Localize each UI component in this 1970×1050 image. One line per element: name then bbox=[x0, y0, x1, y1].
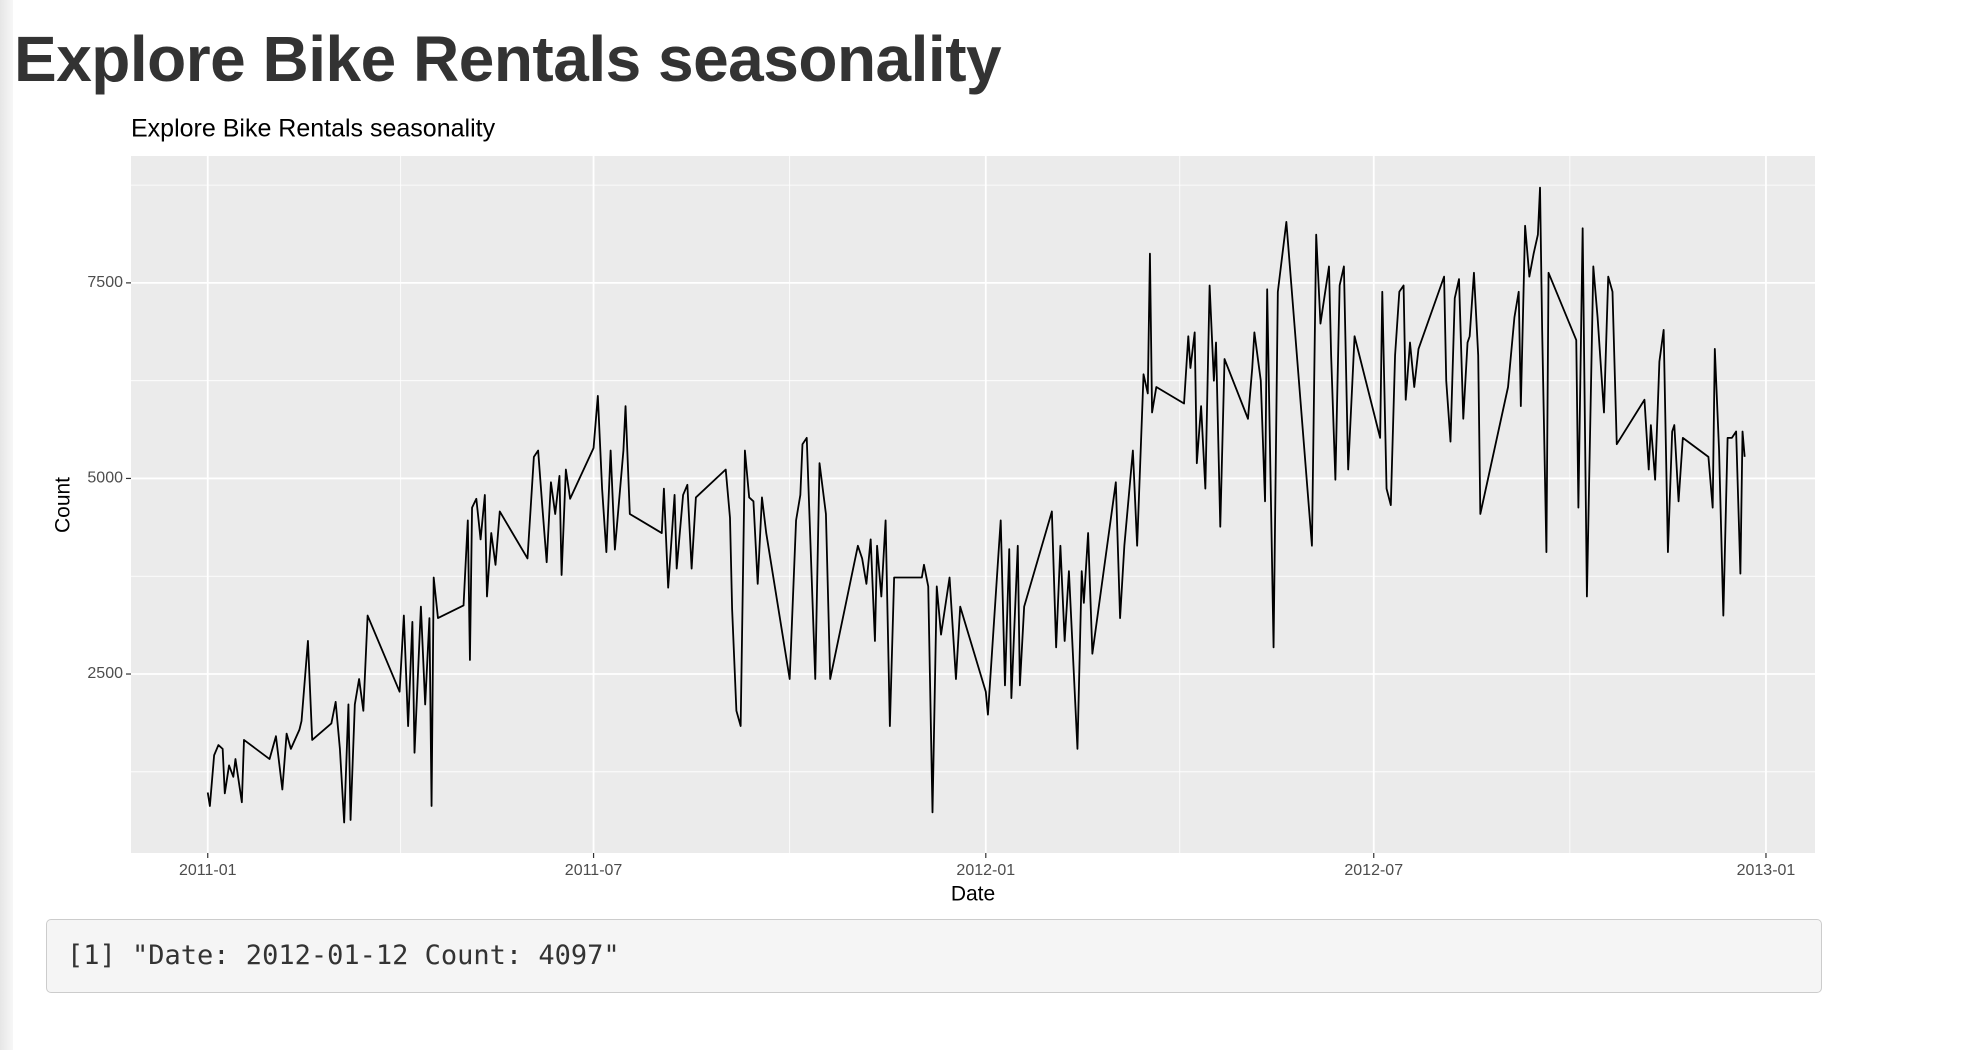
x-tick-label: 2012-07 bbox=[1344, 862, 1403, 879]
data-line bbox=[206, 186, 1746, 824]
x-tick-label: 2011-07 bbox=[565, 862, 623, 879]
chart-title: Explore Bike Rentals seasonality bbox=[131, 115, 496, 143]
y-tick-label: 2500 bbox=[87, 665, 123, 682]
x-tick-label: 2013-01 bbox=[1737, 862, 1796, 879]
chart: Explore Bike Rentals seasonality Date Co… bbox=[52, 115, 1815, 905]
y-tick-label: 7500 bbox=[87, 274, 123, 291]
page-title: Explore Bike Rentals seasonality bbox=[14, 23, 1002, 95]
y-axis-label: Count bbox=[52, 477, 75, 533]
y-tick-label: 5000 bbox=[87, 470, 123, 487]
console-output: [1] "Date: 2012-01-12 Count: 4097" bbox=[46, 919, 1822, 993]
side-strip bbox=[0, 0, 13, 1050]
x-tick-label: 2011-01 bbox=[179, 862, 237, 879]
x-tick-label: 2012-01 bbox=[956, 862, 1015, 879]
x-axis-label: Date bbox=[951, 883, 995, 905]
plot-panel bbox=[131, 156, 1815, 853]
